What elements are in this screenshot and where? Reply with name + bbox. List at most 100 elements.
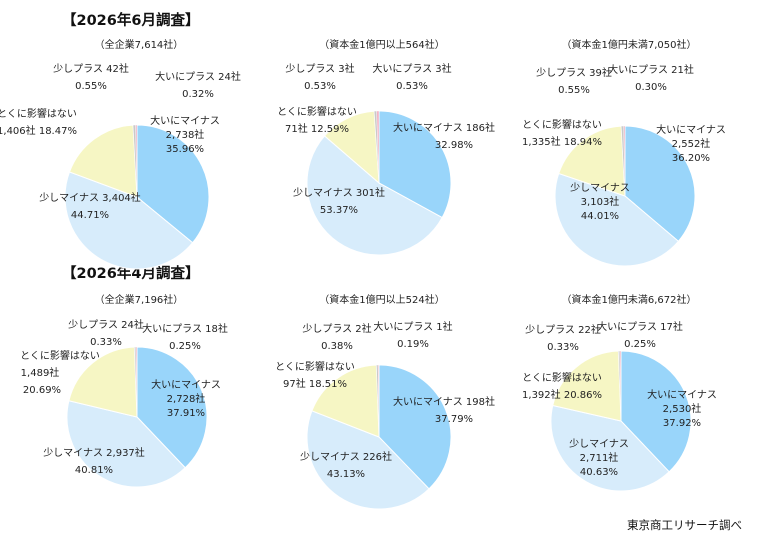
slice-label-minor-plus: 0.38% [321, 341, 353, 352]
slice-label-major-minus: 37.79% [435, 414, 473, 425]
slice-label-major-minus: 2,728社 [167, 392, 206, 405]
slice-label-major-plus: 大いにプラス 18社 [142, 322, 228, 335]
slice-label-minor-minus: 少しマイナス 2,937社 [43, 446, 145, 459]
slice-label-minor-plus: 0.55% [558, 85, 590, 96]
pie-slice-major-minus [620, 350, 692, 473]
pie-slice-major-plus [135, 346, 138, 418]
slice-label-minor-plus: 少しプラス 42社 [53, 62, 129, 75]
slice-label-major-minus: 大いにマイナス [151, 378, 221, 391]
pie-slice-major-minus [136, 346, 208, 469]
slice-label-no-effect: 1,335社 18.94% [522, 135, 602, 148]
pie-slice-major-minus [624, 125, 696, 242]
slice-label-major-minus: 2,738社 [166, 128, 205, 141]
slice-label-no-effect: 97社 18.51% [283, 377, 347, 390]
slice-label-minor-plus: 0.33% [547, 342, 579, 353]
pie-slice-no-effect [552, 350, 622, 422]
slice-label-minor-minus: 少しマイナス [570, 182, 630, 194]
slice-label-minor-minus: 53.37% [320, 205, 358, 216]
slice-label-minor-plus: 0.53% [304, 81, 336, 92]
slice-label-major-plus: 0.25% [624, 339, 656, 350]
slice-label-major-minus: 37.91% [167, 408, 205, 419]
pie-slice-major-plus [623, 125, 626, 197]
slice-label-major-minus: 32.98% [435, 140, 473, 151]
pie-slice-minor-minus [66, 400, 186, 488]
slice-label-minor-plus: 少しプラス 3社 [285, 62, 354, 75]
slice-label-minor-minus: 3,103社 [581, 195, 620, 208]
slice-label-major-minus: 大いにマイナス 186社 [393, 121, 495, 134]
slice-label-no-effect: とくに影響はない [275, 360, 355, 373]
slice-label-major-plus: 0.53% [396, 81, 428, 92]
slice-label-minor-minus: 少しマイナス [569, 438, 629, 450]
pie-title: （資本金1億円以上564社） [319, 38, 444, 51]
pie-slice-no-effect [311, 364, 380, 438]
slice-label-major-minus: 2,552社 [672, 137, 711, 150]
pie-title: （全企業7,614社） [95, 38, 184, 51]
slice-label-major-minus: 37.92% [663, 418, 701, 429]
slice-label-minor-minus: 40.63% [580, 467, 618, 478]
pie-slice-major-minus [378, 364, 452, 490]
slice-label-minor-minus: 少しマイナス 226社 [300, 450, 392, 463]
slice-label-minor-minus: 40.81% [75, 465, 113, 476]
slice-label-no-effect: とくに影響はない [522, 118, 602, 131]
slice-label-no-effect: 20.69% [23, 385, 61, 396]
pie-slice-minor-minus [554, 172, 680, 267]
pie-title: （資本金1億円以上524社） [319, 293, 444, 306]
slice-label-minor-plus: 少しプラス 39社 [536, 66, 612, 79]
slice-label-no-effect: とくに影響はない [522, 371, 602, 384]
slice-label-minor-minus: 2,711社 [580, 451, 619, 464]
slice-label-major-plus: 大いにプラス 1社 [373, 320, 452, 333]
slice-label-major-plus: 0.19% [397, 339, 429, 350]
slice-label-no-effect: とくに影響はない [0, 107, 77, 120]
slice-label-minor-minus: 44.01% [581, 211, 619, 222]
pie-slice-no-effect [558, 125, 626, 197]
slice-label-no-effect: 1,392社 20.86% [522, 388, 602, 401]
slice-label-minor-plus: 0.55% [75, 81, 107, 92]
slice-label-major-minus: 2,530社 [663, 402, 702, 415]
pie-title: （資本金1億円未満6,672社） [562, 293, 697, 306]
pie-slice-major-plus [377, 364, 380, 438]
slice-label-minor-minus: 43.13% [327, 469, 365, 480]
pie-slice-major-plus [376, 110, 380, 184]
section-title-april: 【2026年4月調査】 [62, 266, 200, 282]
pie-slice-minor-minus [550, 404, 670, 492]
pie-slice-major-plus [619, 350, 622, 422]
pie-slice-minor-minus [306, 135, 443, 256]
slice-label-major-minus: 大いにマイナス [656, 123, 726, 136]
pie-slice-no-effect [68, 346, 138, 418]
slice-label-minor-plus: 少しプラス 24社 [68, 318, 144, 331]
slice-label-no-effect: とくに影響はない [20, 349, 100, 362]
pie-chart-april-large: （資本金1億円以上524社） 大いにマイナス 198社 37.79% 少しマイナス 2… [275, 293, 495, 510]
slice-label-minor-minus: 少しマイナス 301社 [293, 186, 385, 199]
slice-label-minor-plus: 0.33% [90, 337, 122, 348]
section-title-june: 【2026年6月調査】 [62, 13, 200, 29]
pie-slice-major-plus [135, 124, 138, 198]
slice-label-major-minus: 35.96% [166, 144, 204, 155]
slice-label-no-effect: 1,406社 18.47% [0, 124, 77, 137]
slice-label-major-minus: 大いにマイナス [647, 388, 717, 401]
pie-title: （全企業7,196社） [95, 293, 184, 306]
pie-slice-major-minus [136, 124, 210, 244]
slice-label-major-plus: 大いにプラス 21社 [608, 63, 694, 76]
slice-label-minor-plus: 少しプラス 2社 [302, 322, 371, 335]
pie-slice-minor-minus [306, 410, 430, 510]
slice-label-major-plus: 0.32% [182, 89, 214, 100]
slice-label-major-plus: 大いにプラス 24社 [155, 70, 241, 83]
pie-slice-minor-minus [64, 171, 194, 270]
slice-label-no-effect: 71社 12.59% [285, 122, 349, 135]
slice-label-major-plus: 大いにプラス 17社 [597, 320, 683, 333]
slice-label-major-minus: 大いにマイナス 198社 [393, 395, 495, 408]
pie-chart-june-large: （資本金1億円以上564社） 大いにマイナス 186社 32.98% 少しマイナス 3… [277, 38, 495, 256]
pie-slice-no-effect [68, 124, 138, 198]
slice-label-major-plus: 大いにプラス 3社 [372, 62, 451, 75]
slice-label-minor-plus: 少しプラス 22社 [525, 323, 601, 336]
slice-label-no-effect: とくに影響はない [277, 105, 357, 118]
slice-label-major-minus: 大いにマイナス [150, 114, 220, 127]
pie-slice-no-effect [323, 110, 380, 185]
pie-slice-major-minus [378, 110, 452, 219]
slice-label-major-minus: 36.20% [672, 153, 710, 164]
source-note: 東京商工リサーチ調べ [627, 518, 742, 532]
